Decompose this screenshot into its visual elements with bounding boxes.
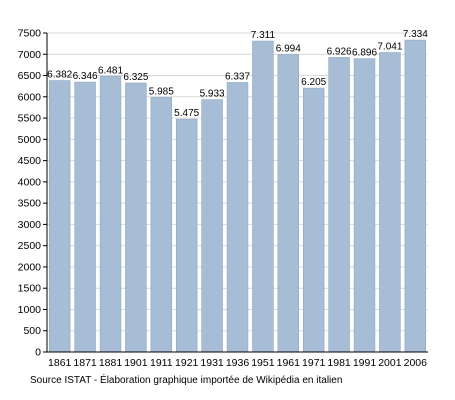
- y-tick-label: 4000: [18, 176, 42, 188]
- x-tick-label: 1971: [302, 357, 326, 369]
- y-tick-label: 5500: [18, 113, 42, 125]
- y-tick-label: 4500: [18, 155, 42, 167]
- x-tick-label: 1881: [99, 357, 123, 369]
- data-label: 6.926: [327, 46, 352, 57]
- x-tick-label: 2001: [378, 357, 402, 369]
- y-tick-label: 5000: [18, 134, 42, 146]
- data-label: 7.041: [377, 42, 402, 53]
- x-axis-ticks: 1861 1871 1881 1901 1911 1921 1931 1936 1951 1961…: [48, 357, 427, 369]
- data-label: 5.933: [200, 89, 225, 100]
- y-tick-label: 7000: [18, 49, 42, 61]
- data-label: 6.382: [47, 70, 72, 81]
- x-tick-label: 1871: [73, 357, 97, 369]
- bar: [175, 118, 198, 353]
- y-tick-label: 1500: [18, 283, 42, 295]
- y-tick-label: 2000: [18, 261, 42, 273]
- x-tick-label: 1981: [327, 357, 351, 369]
- x-tick-label: 1861: [48, 357, 72, 369]
- bar: [150, 97, 173, 353]
- bar: [379, 52, 401, 353]
- x-tick-label: 1991: [353, 357, 377, 369]
- y-tick-label: 500: [23, 325, 41, 337]
- data-labels: 6.382 6.3466.4816.3255.9855.4755.9336.337…: [47, 29, 428, 119]
- y-tick-label: 3000: [18, 219, 42, 231]
- y-tick-label: 3500: [18, 198, 42, 210]
- y-tick-label: 6000: [18, 91, 42, 103]
- bar: [252, 40, 274, 353]
- data-label: 6.337: [225, 71, 250, 82]
- data-label: 6.896: [352, 48, 377, 59]
- bar: [201, 99, 223, 353]
- bar: [404, 39, 427, 353]
- y-tick-label: 6500: [18, 70, 42, 82]
- data-label: 6.325: [123, 72, 148, 83]
- bar: [48, 80, 71, 353]
- bar: [302, 87, 325, 353]
- x-tick-label: 2006: [404, 357, 428, 369]
- bar: [99, 76, 122, 353]
- bar: [226, 82, 249, 353]
- bar: [328, 57, 350, 353]
- x-tick-label: 1901: [124, 357, 148, 369]
- y-tick-label: 2500: [18, 240, 42, 252]
- x-tick-label: 1936: [226, 357, 250, 369]
- data-label: 7.334: [403, 29, 428, 40]
- bar: [277, 54, 300, 353]
- x-tick-label: 1921: [175, 357, 199, 369]
- axes: [43, 32, 428, 353]
- data-label: 6.205: [301, 77, 326, 88]
- bar: [353, 58, 376, 353]
- x-tick-label: 1961: [277, 357, 301, 369]
- x-tick-label: 1931: [200, 357, 224, 369]
- data-label: 7.311: [251, 30, 276, 41]
- data-label: 5.475: [174, 108, 199, 119]
- data-label: 6.994: [276, 44, 301, 55]
- bar: [125, 82, 147, 353]
- data-label: 6.481: [98, 65, 123, 76]
- bar: [74, 81, 96, 353]
- y-tick-label: 7500: [18, 28, 42, 40]
- bars: [48, 39, 427, 353]
- y-axis-ticks: 0 500 1000 1500 2000 2500 3000 3500 4000 4500 5000…: [18, 28, 42, 359]
- data-label: 5.985: [149, 86, 174, 97]
- x-tick-label: 1951: [251, 357, 275, 369]
- y-tick-label: 1000: [18, 304, 42, 316]
- y-tick-label: 0: [35, 347, 41, 359]
- data-label: 6.346: [73, 71, 98, 82]
- x-tick-label: 1911: [150, 357, 173, 369]
- source-note: Source ISTAT - Élaboration graphique imp…: [30, 375, 343, 386]
